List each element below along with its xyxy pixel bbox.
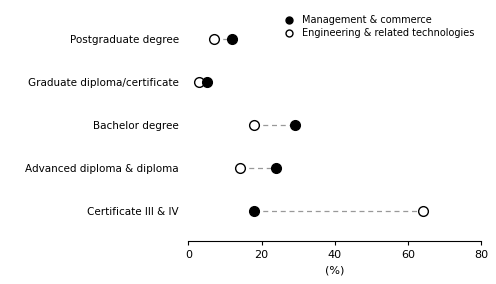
X-axis label: (%): (%) [325,266,345,276]
Point [291,123,299,127]
Point [203,80,211,84]
Point [228,36,236,41]
Point [210,36,218,41]
Legend: Management & commerce, Engineering & related technologies: Management & commerce, Engineering & rel… [278,13,476,40]
Point [272,166,280,170]
Point [419,209,427,214]
Point [250,209,258,214]
Point [195,80,203,84]
Point [250,123,258,127]
Point [236,166,244,170]
